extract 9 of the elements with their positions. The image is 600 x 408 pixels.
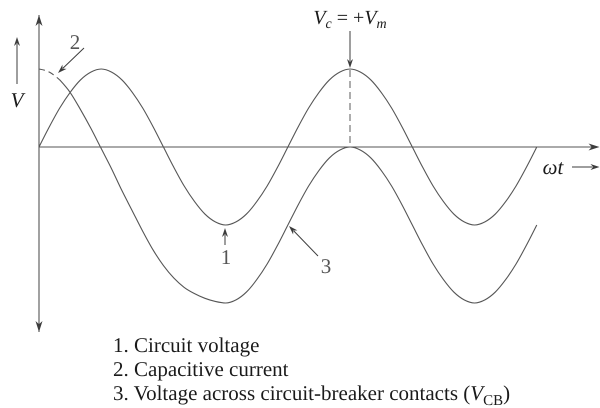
text: 3. Voltage across circuit-breaker contacts (V$_{CB}$) [113, 381, 510, 408]
series-label: 2 [70, 30, 80, 54]
series-label: 1 [220, 245, 232, 269]
text: 2. Capacitive current [113, 357, 289, 381]
text: 1. Circuit voltage [113, 333, 260, 357]
annotation: V$_{c}$ = +V$_{m}$ [313, 7, 387, 32]
text: 3 [320, 254, 332, 278]
x-axis-title: ωt [542, 155, 564, 179]
y-axis-title: V [10, 88, 26, 112]
